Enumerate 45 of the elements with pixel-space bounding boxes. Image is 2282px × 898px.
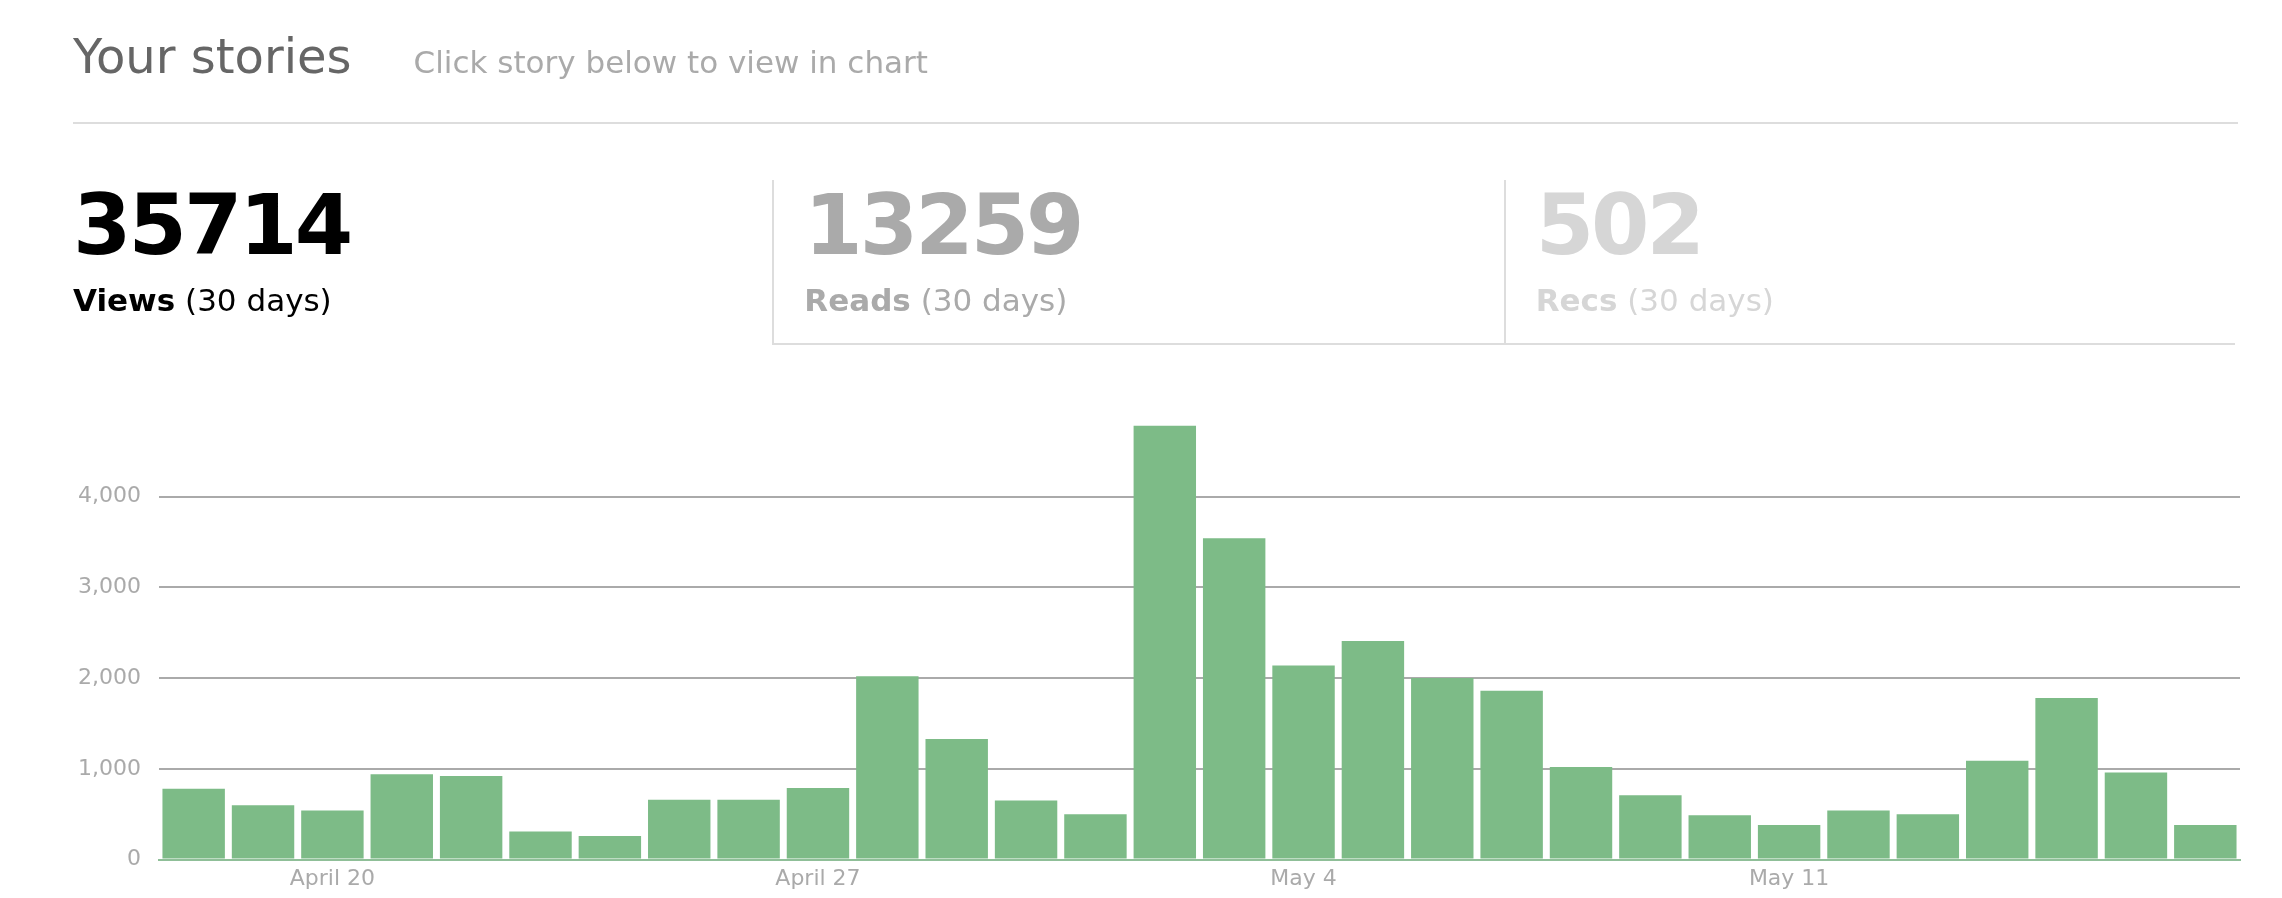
bar [1896,814,1960,859]
bar [1827,810,1890,859]
bar [1480,690,1543,859]
bar [856,676,919,859]
bar [1688,815,1751,859]
x-tick-label: April 27 [775,864,861,890]
bar [439,776,503,859]
bar [301,810,364,859]
bar [1202,538,1266,859]
bar [1619,795,1682,859]
x-tick-label: May 4 [1270,864,1337,890]
bar [2104,772,2168,859]
y-tick-label: 1,000 [78,754,141,780]
bar [925,738,988,859]
text: 35714 [73,176,352,274]
bar [1411,678,1474,859]
y-tick-label: 3,000 [78,573,141,599]
chart-subtitle: Click story below to view in chart [413,44,928,80]
bar [231,805,295,859]
bar [1064,814,1127,859]
x-tick-label: May 11 [1748,864,1830,890]
bar [162,788,225,859]
text: Views (30 days) [73,282,333,318]
chart-title: Your stories [73,28,352,84]
bar [786,787,850,859]
y-tick-label: 2,000 [78,663,141,689]
bar [578,836,642,859]
bar [1757,825,1821,859]
text: 13259 [804,176,1083,274]
bar [509,831,572,859]
bar [1272,665,1335,859]
bar [1133,425,1197,859]
bar [648,799,711,859]
x-tick-label: April 20 [289,864,376,890]
bar [1549,767,1613,859]
bar [2174,825,2237,859]
bar [1341,640,1405,859]
bar [2035,698,2098,859]
bar [370,774,433,859]
bar [994,800,1058,859]
text: Reads (30 days) [804,282,1069,318]
y-tick-label: 4,000 [78,482,141,508]
bar [1966,760,2029,859]
y-tick-label: 0 [126,845,141,871]
bar [717,799,780,859]
